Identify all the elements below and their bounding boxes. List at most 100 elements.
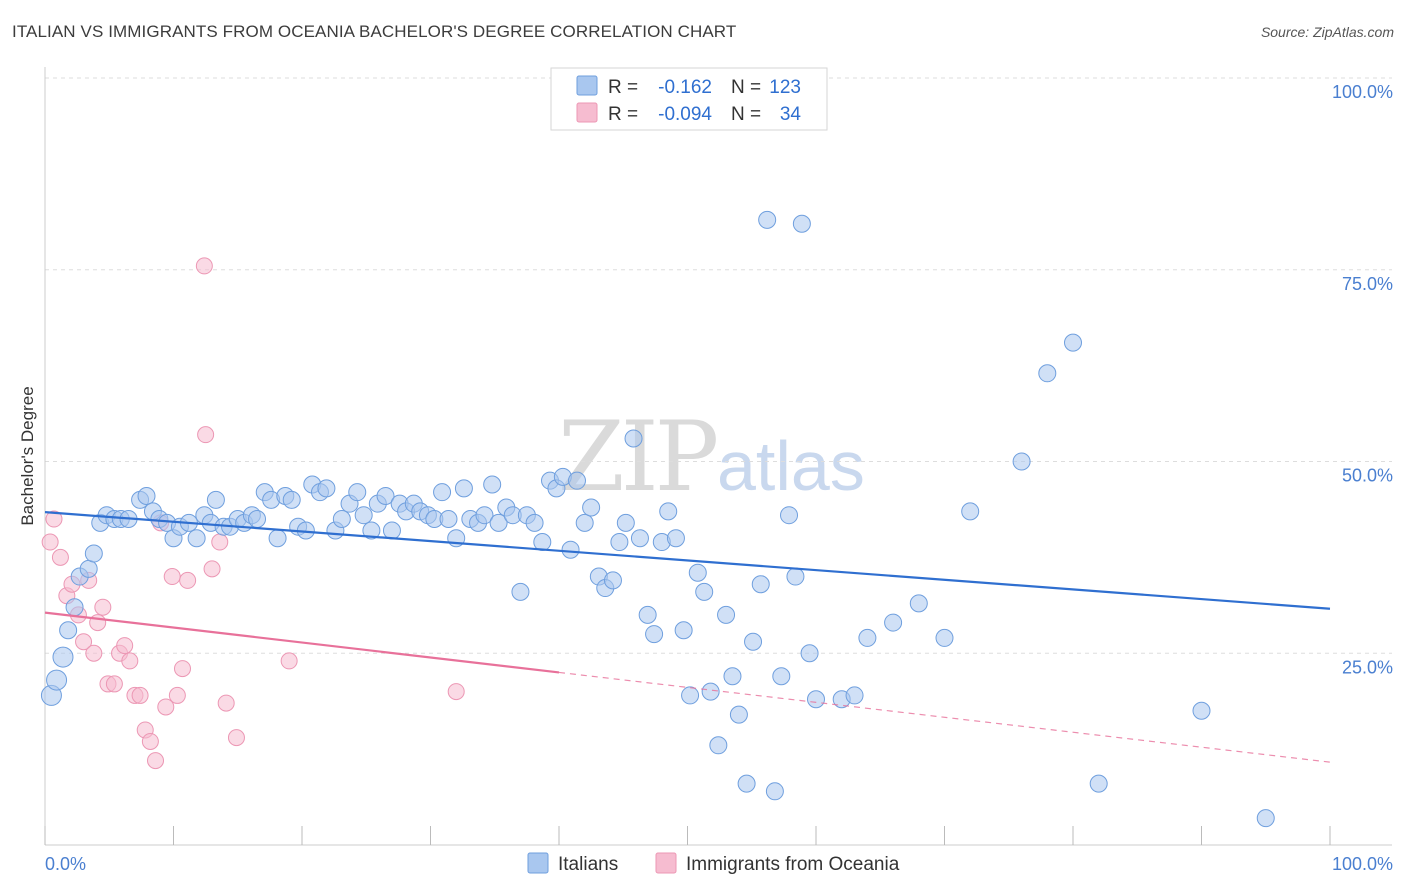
italians-point (137, 487, 156, 506)
italians-point (582, 498, 601, 517)
oceania-points (41, 257, 465, 770)
italians-point (701, 682, 720, 701)
italians-point (511, 582, 530, 601)
italians-point (439, 510, 458, 529)
italians-point (65, 598, 84, 617)
italians-point (645, 625, 664, 644)
x-tick-label-min: 0.0% (45, 854, 86, 874)
italians-point (382, 521, 401, 540)
italians-point (1064, 333, 1082, 352)
stats-legend-swatch-oceania (576, 102, 598, 123)
stats-legend-n-value-italians: 123 (769, 77, 801, 98)
italians-point (354, 506, 373, 525)
y-tick-labels: 100.0% 75.0% 50.0% 25.0% (1332, 82, 1393, 677)
oceania-point (89, 614, 107, 632)
italians-point (475, 506, 494, 525)
watermark: ZIP atlas (558, 401, 865, 513)
oceania-point (141, 732, 159, 750)
italians-point (1038, 364, 1057, 383)
italians-point (79, 559, 98, 578)
italians-point (433, 483, 452, 502)
italians-point (1192, 701, 1211, 720)
italians-point (723, 667, 742, 686)
italians-point (575, 513, 594, 532)
italians-point (786, 567, 805, 586)
oceania-point (197, 426, 215, 444)
y-tick-label: 100.0% (1332, 82, 1393, 102)
oceania-point (227, 729, 245, 747)
axes (44, 67, 1392, 846)
x-tick-label-max: 100.0% (1332, 854, 1393, 874)
oceania-point (116, 637, 134, 655)
italians-point (1256, 809, 1275, 828)
oceania-point (75, 633, 93, 651)
oceania-point (121, 652, 139, 670)
italians-point (525, 513, 544, 532)
oceania-point (179, 571, 197, 589)
italians-point (624, 429, 643, 448)
trend-lines (44, 511, 1331, 763)
italians-point (1012, 452, 1031, 471)
stats-legend-r-label-italians: R = (608, 77, 638, 98)
italians-point (961, 502, 980, 521)
italians-point (561, 540, 580, 559)
oceania-point (51, 548, 69, 566)
oceania-point (131, 686, 149, 704)
oceania-point (211, 533, 229, 551)
italians-point (659, 502, 678, 521)
italians-point (282, 490, 301, 509)
oceania-point (105, 675, 123, 693)
italians-point (751, 575, 770, 594)
bottom-legend-label-oceania: Immigrants from Oceania (686, 854, 900, 875)
italians-point (792, 214, 811, 233)
stats-legend-r-value-oceania: -0.094 (658, 104, 712, 125)
oceania-trend-line (44, 611, 560, 674)
italians-point (187, 529, 206, 548)
italians-point (935, 628, 954, 647)
italians-point (884, 613, 903, 632)
stats-legend-n-label-oceania: N = (731, 104, 761, 125)
bottom-legend-swatch-italians (527, 852, 549, 874)
italians-point (858, 628, 877, 647)
stats-legend-r-value-italians: -0.162 (658, 77, 712, 98)
chart-title: ITALIAN VS IMMIGRANTS FROM OCEANIA BACHE… (12, 22, 737, 41)
oceania-point (85, 644, 103, 662)
italians-point (567, 471, 586, 490)
italians-point (248, 510, 267, 529)
italians-point (695, 582, 714, 601)
italians-point (268, 529, 287, 548)
bottom-legend-label-italians: Italians (558, 854, 618, 875)
italians-point (729, 705, 748, 724)
oceania-point (203, 560, 221, 578)
oceania-point (173, 660, 191, 678)
italians-point (744, 632, 763, 651)
italians-point (800, 644, 819, 663)
stats-legend-swatch-italians (576, 75, 598, 96)
italians-point (909, 594, 928, 613)
oceania-point (147, 752, 165, 770)
italians-trend-line (44, 511, 1331, 610)
italians-point (638, 605, 657, 624)
italians-point (616, 513, 635, 532)
italians-point (483, 475, 502, 494)
italians-point (688, 563, 707, 582)
watermark-atlas: atlas (717, 427, 865, 505)
x-tick-labels: 0.0% 100.0% (45, 854, 1393, 874)
oceania-point (280, 652, 298, 670)
italians-point (603, 571, 622, 590)
italians-point (362, 521, 381, 540)
italians-point (610, 533, 629, 552)
italians-point (332, 510, 351, 529)
italians-point (717, 605, 736, 624)
italians-point (317, 479, 336, 498)
y-axis-title: Bachelor's Degree (18, 386, 37, 525)
italians-point (666, 529, 685, 548)
italians-point (709, 736, 728, 755)
italians-point (780, 506, 799, 525)
italians-point (454, 479, 473, 498)
stats-legend-r-label-oceania: R = (608, 104, 638, 125)
oceania-point (217, 694, 235, 712)
grid (45, 77, 1392, 654)
y-tick-label: 50.0% (1342, 466, 1393, 486)
